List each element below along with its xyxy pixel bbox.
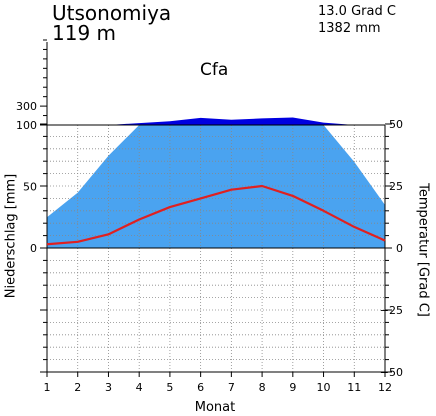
y-tick-label-right: 25 (389, 180, 403, 193)
temperature-line (46, 184, 386, 246)
y-axis-left-label: Niederschlag [mm] (3, 173, 19, 299)
annual-precipitation: 1382 mm (318, 21, 381, 36)
y-tick-label-right: 0 (396, 242, 403, 255)
x-tick-label: 2 (74, 381, 81, 394)
y-tick-label-left: 50 (23, 181, 37, 194)
climate-class: Cfa (200, 60, 229, 80)
y-tick-label-right: 50 (389, 118, 403, 131)
x-tick-label: 5 (166, 381, 173, 394)
x-tick-label: 12 (378, 381, 392, 394)
x-tick-label: 8 (259, 381, 266, 394)
precip-excess-area (47, 117, 385, 125)
x-axis-label: Monat (194, 400, 236, 415)
y-axis-right-label: Temperatur [Grad C] (415, 183, 431, 317)
mean-temperature: 13.0 Grad C (318, 4, 396, 19)
station-elevation: 119 m (52, 21, 117, 45)
y-tick-label-right: −25 (380, 304, 403, 317)
x-tick-label: 4 (136, 381, 143, 394)
precip-area (47, 125, 385, 248)
x-tick-label: 10 (317, 381, 331, 394)
x-tick-label: 11 (347, 381, 361, 394)
y-tick-label-left: 300 (16, 100, 37, 113)
y-tick-label-left: 100 (16, 119, 37, 132)
x-tick-label: 6 (197, 381, 204, 394)
y-tick-label-right: −50 (380, 366, 403, 379)
x-tick-label: 3 (105, 381, 112, 394)
station-name: Utsonomiya (52, 1, 172, 25)
y-tick-label-left: 0 (30, 242, 37, 255)
x-tick-label: 7 (228, 381, 235, 394)
x-tick-label: 9 (289, 381, 296, 394)
x-tick-label: 1 (44, 381, 51, 394)
